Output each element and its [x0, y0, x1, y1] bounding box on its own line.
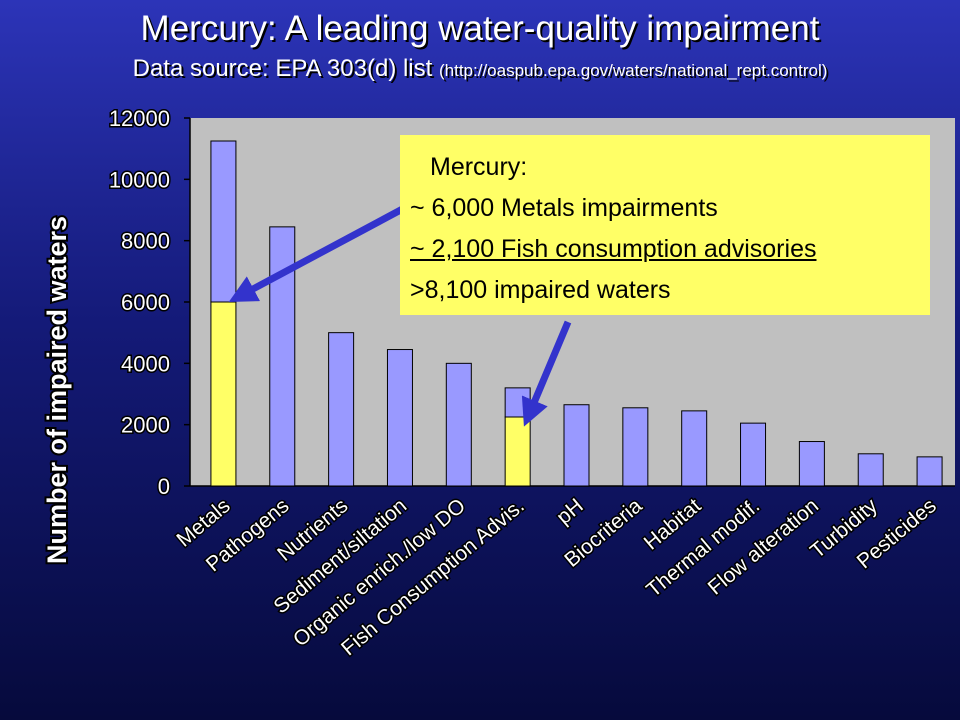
- bar-other: [916, 456, 943, 487]
- bar-mercury: [210, 301, 237, 487]
- subtitle-source: Data source: EPA 303(d) list: [132, 55, 433, 82]
- y-tick-label: 4000: [121, 351, 170, 376]
- y-tick-label: 6000: [121, 290, 170, 315]
- callout-line-metals: ~ 6,000 Metals impairments: [410, 194, 718, 222]
- slide-subtitle: Data source: EPA 303(d) list (http://oas…: [0, 54, 960, 86]
- bar-other: [563, 404, 590, 487]
- y-tick-label: 10000: [109, 167, 170, 192]
- x-category-label: pH: [552, 494, 587, 529]
- mercury-callout-box: Mercury: ~ 6,000 Metals impairments ~ 2,…: [400, 135, 930, 315]
- y-axis-label: Number of impaired waters: [42, 216, 72, 564]
- bar-other: [386, 349, 413, 487]
- y-tick-label: 2000: [121, 413, 170, 438]
- bar-other: [328, 332, 355, 487]
- callout-heading: Mercury:: [430, 153, 528, 181]
- bar-other: [798, 441, 825, 487]
- bar-mercury: [504, 416, 531, 487]
- y-tick-label: 8000: [121, 229, 170, 254]
- slide-title: Mercury: A leading water-quality impairm…: [140, 9, 820, 48]
- bar-other: [857, 453, 884, 487]
- y-tick-label: 12000: [109, 106, 170, 131]
- y-tick-label: 0: [158, 474, 170, 499]
- callout-arrow-fish: [521, 320, 572, 427]
- bar-other: [681, 410, 708, 487]
- bar-other: [445, 362, 472, 487]
- callout-line-fish: ~ 2,100 Fish consumption advisories: [410, 235, 817, 263]
- bar-other: [622, 407, 649, 487]
- bar-other: [740, 422, 767, 487]
- callout-line-total: >8,100 impaired waters: [410, 276, 671, 304]
- callout-arrow-metals: [228, 201, 412, 302]
- subtitle-url: (http://oaspub.epa.gov/waters/national_r…: [438, 61, 828, 80]
- bar-other: [210, 140, 237, 303]
